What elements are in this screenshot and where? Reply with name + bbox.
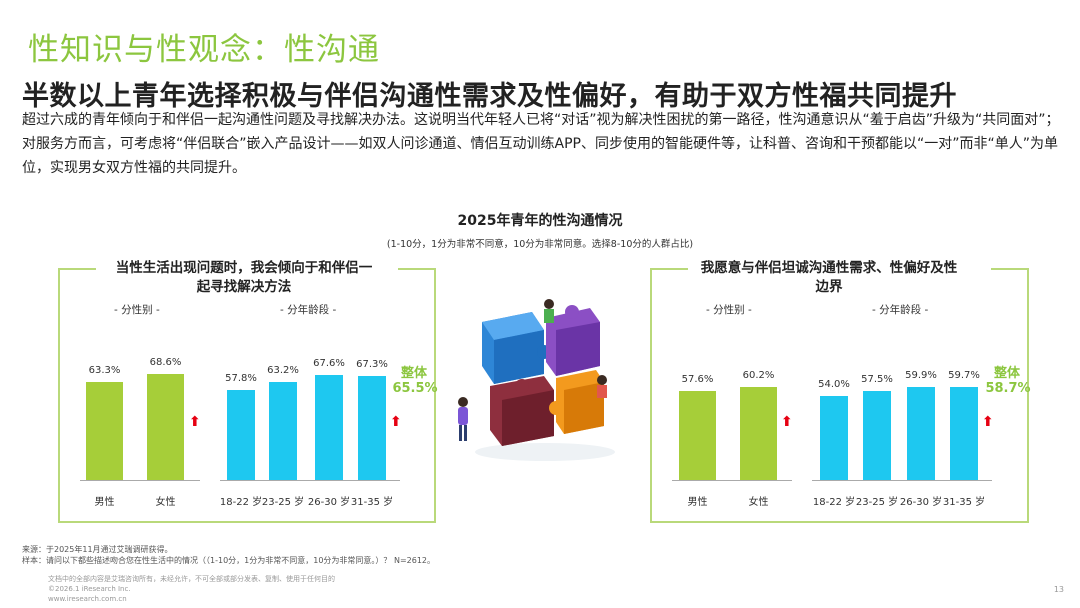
right-age-category-label-3: 26-30 岁: [899, 497, 943, 508]
right-gender-up-arrow-icon: ⬆: [781, 414, 793, 430]
left-gender-baseline: [80, 480, 200, 481]
left-age-value-label-4: 67.3%: [356, 358, 388, 370]
left-age-value-label-3: 67.6%: [313, 358, 345, 370]
right-age-value-label-3: 59.9%: [905, 370, 937, 382]
intro-paragraph: 超过六成的青年倾向于和伴侣一起沟通性问题及寻找解决办法。这说明当代年轻人已将“对…: [22, 112, 1060, 176]
left-gender-bar-1: [86, 381, 123, 480]
sample-note: 样本：请问以下都些描述吻合您在性生活中的情况（（1-10分，1分为非常不同意，1…: [22, 556, 436, 565]
right-chart-title: 我愿意与伴侣坦诚沟通性需求、性偏好及性边界: [694, 259, 964, 297]
left-gender-up-arrow-icon: ⬆: [189, 414, 201, 430]
right-chart-panel: [650, 268, 1029, 523]
left-gender-bar-2: [147, 373, 184, 480]
right-age-value-label-2: 57.5%: [861, 373, 893, 385]
left-age-category-label-1: 18-22 岁: [219, 497, 263, 508]
left-overall-label: 整体: [400, 366, 427, 381]
left-age-bar-1: [227, 390, 255, 480]
left-gender-category-label-2: 女性: [155, 497, 176, 508]
right-age-label: - 分年龄段 -: [872, 304, 929, 316]
left-age-value-label-2: 63.2%: [267, 365, 299, 377]
right-gender-category-label-1: 男性: [687, 497, 708, 508]
left-age-category-label-3: 26-30 岁: [307, 497, 351, 508]
right-overall-label: 整体: [993, 366, 1020, 381]
page-number: 13: [1053, 585, 1064, 594]
right-age-category-label-1: 18-22 岁: [812, 497, 856, 508]
left-age-bar-4: [358, 375, 386, 480]
chart-subtitle: (1-10分，1分为非常不同意，10分为非常同意。选择8-10分的人群占比): [386, 239, 694, 250]
footer-source: 来源：于2025年11月通过艾瑞调研获得。 样本：请问以下都些描述吻合您在性生活…: [22, 544, 435, 566]
left-age-category-label-2: 23-25 岁: [261, 497, 305, 508]
right-age-category-label-4: 31-35 岁: [942, 497, 986, 508]
left-gender-value-label-2: 68.6%: [149, 356, 182, 368]
headline: 半数以上青年选择积极与伴侣沟通性需求及性偏好，有助于双方性福共同提升: [22, 81, 957, 112]
source-note: 来源：于2025年11月通过艾瑞调研获得。: [22, 545, 173, 554]
right-gender-category-label-2: 女性: [748, 497, 769, 508]
left-age-category-label-4: 31-35 岁: [350, 497, 394, 508]
footer-copyright: 文档中的全部内容是艾瑞咨询所有，未经允许，不可全部或部分发表、复制、使用于任何目…: [48, 574, 335, 604]
right-overall-value: 58.7%: [985, 381, 1031, 396]
right-gender-bar-2: [740, 386, 777, 480]
rights-note: 文档中的全部内容是艾瑞咨询所有，未经允许，不可全部或部分发表、复制、使用于任何目…: [48, 575, 335, 583]
right-age-category-label-2: 23-25 岁: [855, 497, 899, 508]
section-title: 性知识与性观念：性沟通: [28, 32, 380, 68]
right-gender-value-label-1: 57.6%: [681, 373, 714, 385]
left-age-bar-2: [269, 382, 297, 480]
left-chart-title: 当性生活出现问题时，我会倾向于和伴侣一起寻找解决方法: [104, 259, 384, 297]
left-age-baseline: [220, 480, 400, 481]
right-gender-value-label-2: 60.2%: [742, 369, 775, 381]
right-age-bar-4: [950, 387, 978, 480]
chart-title: 2025年青年的性沟通情况: [457, 213, 623, 229]
left-age-value-label-1: 57.8%: [225, 373, 257, 385]
right-age-bar-2: [863, 390, 891, 480]
left-age-up-arrow-icon: ⬆: [390, 414, 402, 430]
left-gender-value-label-1: 63.3%: [88, 364, 121, 376]
left-age-bar-3: [315, 375, 343, 480]
right-gender-label: - 分性别 -: [706, 304, 752, 316]
left-chart-panel: [58, 268, 436, 523]
right-gender-baseline: [672, 480, 792, 481]
right-age-value-label-1: 54.0%: [818, 379, 850, 391]
puzzle-illustration: [458, 299, 615, 461]
left-age-label: - 分年龄段 -: [280, 304, 337, 316]
right-age-up-arrow-icon: ⬆: [982, 414, 994, 430]
left-gender-label: - 分性别 -: [114, 304, 160, 316]
right-gender-bar-1: [679, 390, 716, 480]
copyright-note: ©2026.1 iResearch Inc.: [48, 585, 131, 593]
right-age-value-label-4: 59.7%: [948, 370, 980, 382]
right-age-bar-3: [907, 387, 935, 480]
left-gender-category-label-1: 男性: [94, 497, 115, 508]
website-link[interactable]: www.iresearch.com.cn: [48, 595, 127, 603]
right-age-baseline: [812, 480, 992, 481]
left-overall-value: 65.5%: [392, 381, 438, 396]
right-age-bar-1: [820, 396, 848, 480]
